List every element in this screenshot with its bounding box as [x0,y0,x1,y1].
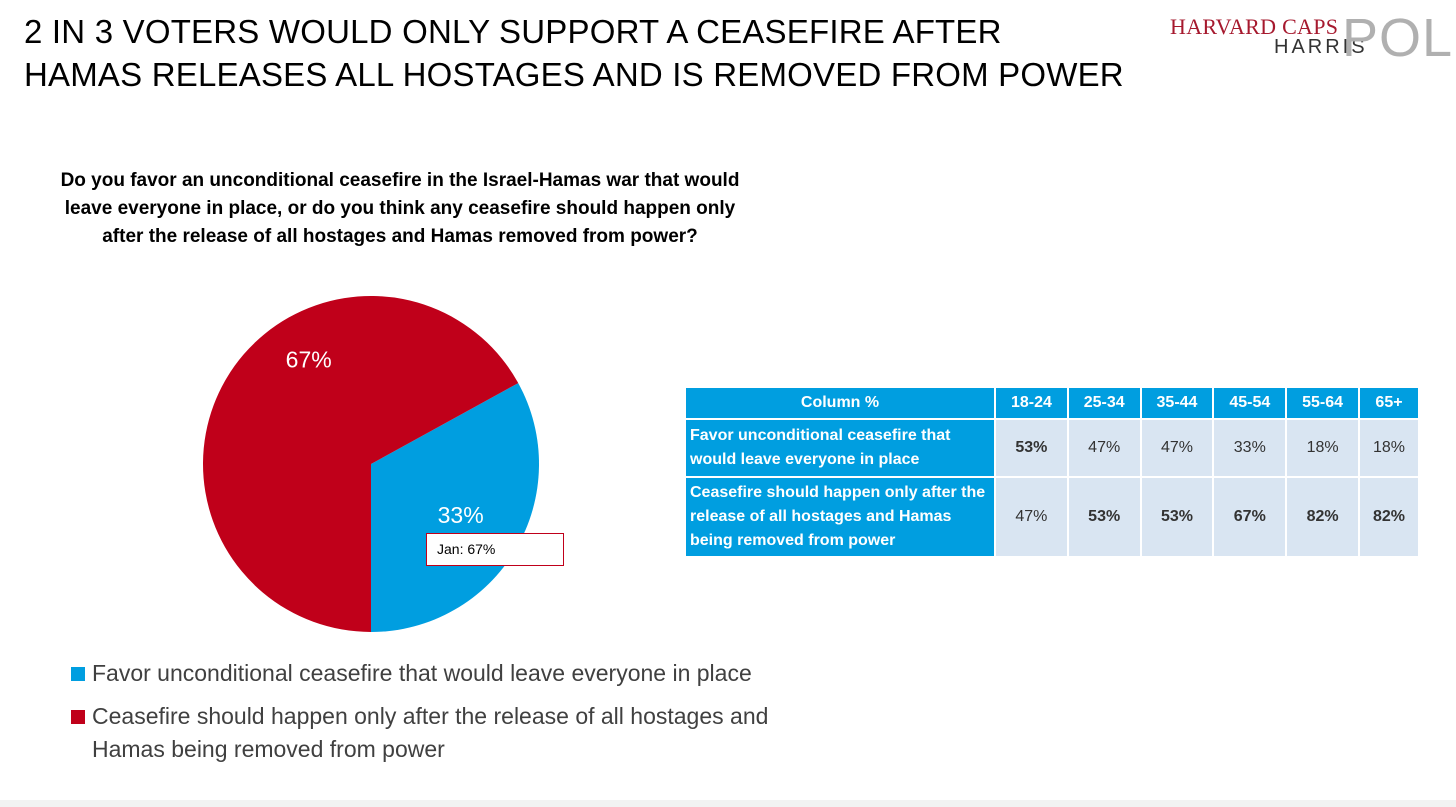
logo-harvard-caps-text: HARVARD CAPS [1170,14,1339,39]
pie-chart: 33% 67% [203,296,539,632]
pie-label-33: 33% [438,502,484,528]
table-cell: 18% [1359,418,1418,476]
jan-annotation: Jan: 67% [426,533,564,566]
legend-label-favor-unconditional: Favor unconditional ceasefire that would… [92,660,752,686]
legend-label-after-hostages: Ceasefire should happen only after the r… [92,703,769,762]
harvard-caps-harris-poll-logo: HARVARD CAPS HARRIS POLL [1156,8,1456,70]
table-cell: 82% [1359,476,1418,556]
pie-slice-favor-unconditional [371,383,539,632]
legend-swatch-red [71,710,85,724]
table-cell: 47% [996,476,1067,556]
chart-legend: Favor unconditional ceasefire that would… [70,657,770,776]
table-cell: 47% [1141,418,1213,476]
column-header: 55-64 [1287,388,1358,418]
table-cell: 47% [1068,418,1140,476]
age-crosstab-table: Column % 18-24 25-34 35-44 45-54 55-64 6… [684,388,1420,556]
table-cell: 33% [1214,418,1286,476]
headline-line-2: HAMAS RELEASES ALL HOSTAGES AND IS REMOV… [24,56,1124,93]
table-cell: 82% [1287,476,1358,556]
logo-poll-text: POLL [1342,8,1456,68]
table-cell: 67% [1214,476,1286,556]
column-header: 25-34 [1068,388,1140,418]
legend-swatch-blue [71,667,85,681]
table-header-row: Column % 18-24 25-34 35-44 45-54 55-64 6… [686,388,1418,418]
column-header: 18-24 [996,388,1067,418]
logo-harris-text: HARRIS [1274,36,1368,58]
table-corner-header: Column % [686,388,994,418]
legend-item-after-hostages: Ceasefire should happen only after the r… [70,700,770,766]
column-header: 45-54 [1214,388,1286,418]
pie-slice-after-hostages [203,296,519,632]
headline-line-1: 2 IN 3 VOTERS WOULD ONLY SUPPORT A CEASE… [24,13,1002,50]
table-cell: 53% [996,418,1067,476]
table-row: Ceasefire should happen only after the r… [686,476,1418,556]
table-cell: 53% [1068,476,1140,556]
table-row: Favor unconditional ceasefire that would… [686,418,1418,476]
row-label: Favor unconditional ceasefire that would… [686,418,994,476]
row-label: Ceasefire should happen only after the r… [686,476,994,556]
legend-item-favor-unconditional: Favor unconditional ceasefire that would… [70,657,770,690]
headline: 2 IN 3 VOTERS WOULD ONLY SUPPORT A CEASE… [24,10,1144,96]
column-header: 35-44 [1141,388,1213,418]
survey-question: Do you favor an unconditional ceasefire … [60,170,740,247]
column-header: 65+ [1359,388,1418,418]
bottom-divider [0,800,1456,807]
table-cell: 53% [1141,476,1213,556]
table-cell: 18% [1287,418,1358,476]
pie-label-67: 67% [286,346,332,372]
